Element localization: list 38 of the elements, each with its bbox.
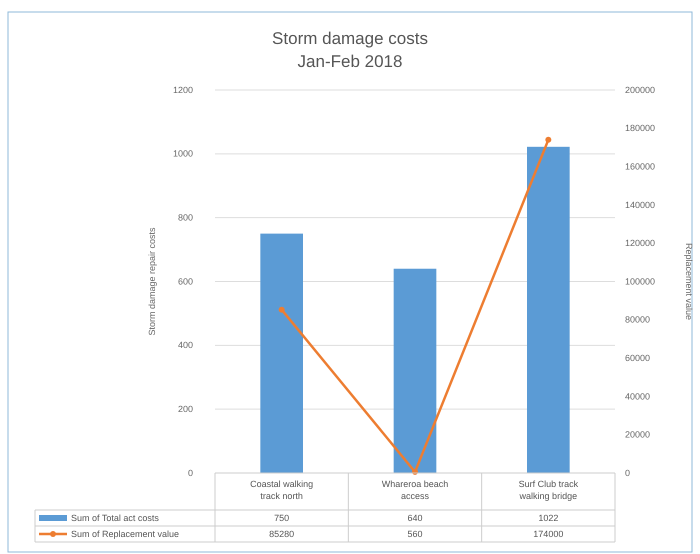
y2-tick-label: 140000 (625, 200, 656, 210)
y2-tick-label: 60000 (625, 352, 650, 363)
data-label: 1022 (538, 513, 558, 523)
legend-label: Sum of Replacement value (71, 529, 180, 539)
bar (394, 268, 436, 473)
y2-tick-label: 180000 (625, 123, 656, 134)
y2-tick-label: 200000 (625, 84, 656, 95)
y2-tick-label: 20000 (625, 430, 650, 440)
y-tick-label: 400 (178, 340, 193, 350)
y-axis-title: Storm damage repair costs (147, 226, 157, 336)
point (545, 136, 552, 143)
y2-tick-label: 120000 (625, 238, 656, 248)
y2-axis-title: Replacement value (684, 242, 694, 320)
y-tick-label: 800 (178, 212, 193, 223)
data-label: 640 (407, 513, 423, 523)
y2-tick-label: 40000 (625, 391, 650, 402)
x-tick-label: Whareroa beach access (382, 479, 448, 501)
point (278, 306, 285, 313)
y2-tick-label: 0 (625, 468, 630, 478)
legend-label: Sum of Total act costs (71, 513, 160, 523)
data-label: 85280 (269, 529, 294, 539)
y-tick-label: 1200 (172, 84, 193, 95)
x-tick-label: Surf Club track walking bridge (518, 479, 579, 501)
y-tick-label: 600 (178, 276, 193, 286)
y2-tick-label: 160000 (625, 161, 656, 172)
bar (260, 234, 303, 473)
data-label: 560 (407, 529, 423, 539)
data-label: 174000 (533, 529, 564, 539)
y-tick-label: 200 (178, 404, 193, 414)
y2-tick-label: 100000 (625, 276, 656, 286)
chart-title: Storm damage costs (272, 29, 428, 48)
data-label: 750 (274, 513, 290, 523)
y2-tick-label: 80000 (625, 314, 650, 325)
x-tick-label: Coastal walking track north (250, 479, 314, 501)
chart-subtitle: Jan-Feb 2018 (298, 52, 402, 71)
bar (527, 146, 570, 473)
y-tick-label: 1000 (172, 148, 193, 159)
y-tick-label: 0 (188, 468, 193, 478)
